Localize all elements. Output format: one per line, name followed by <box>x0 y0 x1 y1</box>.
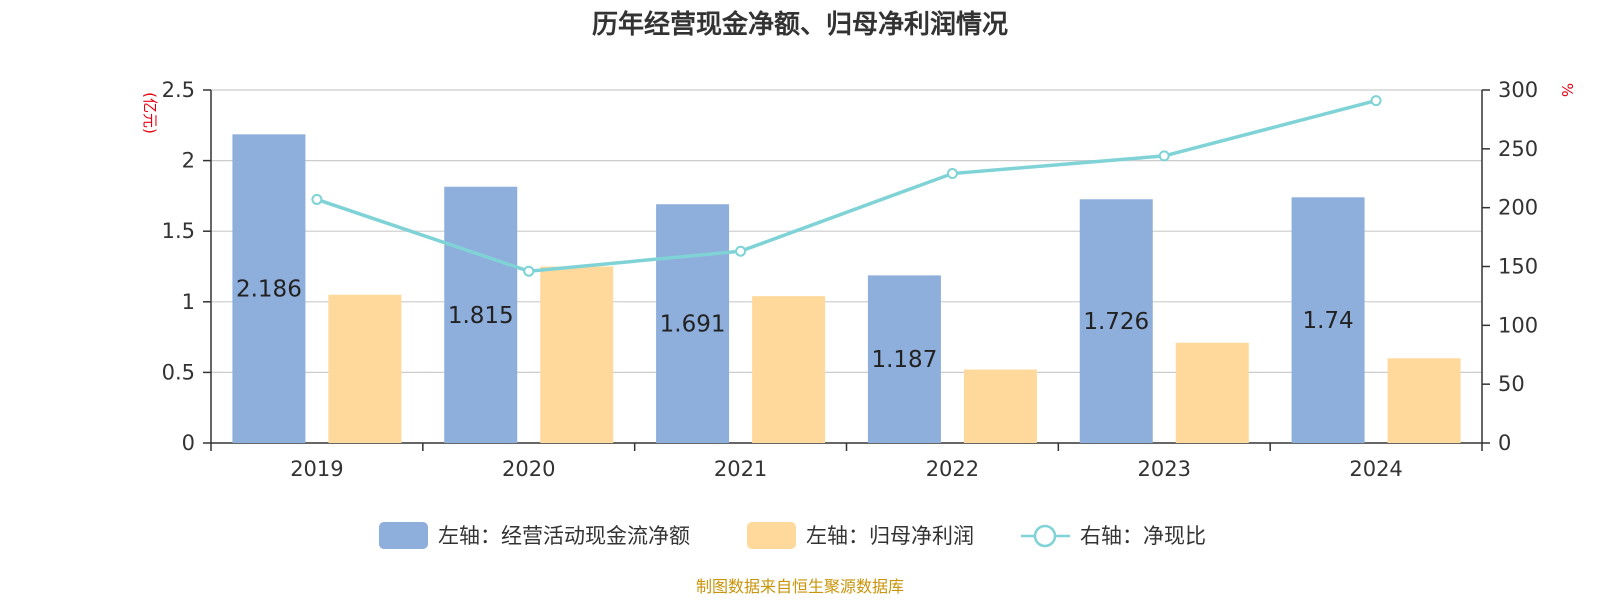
y-left-tick-label: 1 <box>182 290 195 314</box>
y-left-unit: (亿元) <box>141 92 159 134</box>
bar-profit <box>1388 358 1461 443</box>
ratio-point <box>948 169 957 178</box>
y-right-tick-label: 50 <box>1498 372 1525 396</box>
bar-value-label: 2.186 <box>236 277 302 303</box>
ratio-point <box>312 195 321 204</box>
bar-value-label: 1.74 <box>1302 308 1353 334</box>
y-right-tick-label: 100 <box>1498 313 1538 337</box>
bar-value-label: 1.187 <box>871 347 937 373</box>
y-right-tick-label: 200 <box>1498 196 1538 220</box>
bar-profit <box>964 370 1037 443</box>
bar-profit <box>1176 343 1249 443</box>
y-right-tick-label: 250 <box>1498 137 1538 161</box>
bars <box>232 134 1460 443</box>
y-right-tick-label: 300 <box>1498 78 1538 102</box>
bar-profit <box>328 295 401 443</box>
legend-swatch-profit <box>747 522 796 549</box>
ratio-point <box>524 267 533 276</box>
legend-label-cashflow: 左轴：经营活动现金流净额 <box>438 524 690 548</box>
bar-value-label: 1.815 <box>448 303 514 329</box>
bar-profit <box>752 296 825 443</box>
y-left-tick-label: 2 <box>182 149 195 173</box>
legend-label-profit: 左轴：归母净利润 <box>806 524 974 548</box>
x-tick-label: 2021 <box>714 457 767 481</box>
bar-profit <box>540 267 613 444</box>
ratio-point <box>1160 151 1169 160</box>
x-tick-label: 2019 <box>290 457 343 481</box>
x-tick-label: 2020 <box>502 457 555 481</box>
y-right-tick-label: 150 <box>1498 255 1538 279</box>
bar-value-label: 1.691 <box>660 312 726 338</box>
y-right-unit: % <box>1558 83 1576 97</box>
grid <box>211 90 1482 372</box>
y-left-tick-label: 2.5 <box>162 78 195 102</box>
y-left-tick-label: 0.5 <box>162 360 195 384</box>
legend-swatch-cashflow <box>379 522 428 549</box>
ratio-point <box>736 247 745 256</box>
ratio-point <box>1372 96 1381 105</box>
y-right-tick-label: 0 <box>1498 431 1511 455</box>
x-tick-label: 2024 <box>1349 457 1402 481</box>
source-note: 制图数据来自恒生聚源数据库 <box>696 577 904 596</box>
bar-value-label: 1.726 <box>1083 309 1149 335</box>
y-left-tick-label: 1.5 <box>162 219 195 243</box>
chart-title: 历年经营现金净额、归母净利润情况 <box>592 9 1008 40</box>
y-left-tick-label: 0 <box>182 431 195 455</box>
legend-label-ratio: 右轴：净现比 <box>1080 524 1206 548</box>
legend: 左轴：经营活动现金流净额 左轴：归母净利润 右轴：净现比 <box>379 522 1206 549</box>
legend-swatch-ratio-marker <box>1035 526 1055 546</box>
x-tick-label: 2023 <box>1138 457 1191 481</box>
x-tick-label: 2022 <box>926 457 979 481</box>
